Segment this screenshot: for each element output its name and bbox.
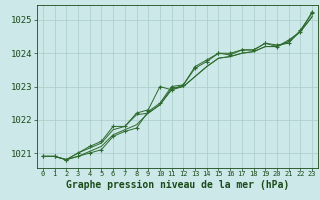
X-axis label: Graphe pression niveau de la mer (hPa): Graphe pression niveau de la mer (hPa) (66, 180, 289, 190)
